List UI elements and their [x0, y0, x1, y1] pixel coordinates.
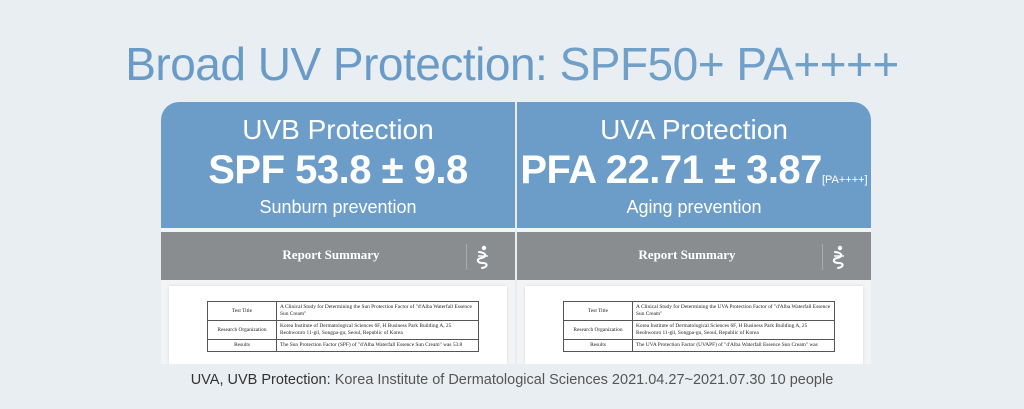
table-row: Test Title A Clinical Study for Determin…	[563, 301, 835, 321]
uvb-row-key: Test Title	[207, 301, 277, 321]
uva-subtitle: Aging prevention	[626, 197, 762, 217]
uva-report-table: Test Title A Clinical Study for Determin…	[563, 301, 835, 352]
institute-logo-icon	[822, 244, 857, 270]
title-main: Broad UV Protection:	[125, 38, 548, 90]
uva-heading: UVA Protection	[600, 114, 788, 145]
table-row: Test Title A Clinical Study for Determin…	[207, 301, 479, 321]
uva-badge: [PA++++]	[821, 174, 868, 186]
institute-logo-icon	[466, 244, 501, 270]
uva-row-key: Results	[563, 339, 633, 352]
uvb-header: UVB Protection SPF 53.8 ± 9.8 Sunburn pr…	[161, 102, 515, 228]
uva-row-value: A Clinical Study for Determining the UVA…	[632, 301, 835, 321]
uvb-panel: UVB Protection SPF 53.8 ± 9.8 Sunburn pr…	[161, 102, 515, 364]
uva-header: UVA Protection PFA 22.71 ± 3.87[PA++++] …	[517, 102, 871, 228]
uvb-row-key: Results	[207, 339, 277, 352]
uva-value: PFA 22.71 ± 3.87[PA++++]	[517, 147, 871, 203]
table-row: Results The UVA Protection Factor (UVAPF…	[563, 339, 835, 352]
panel-divider	[515, 102, 517, 364]
uvb-heading: UVB Protection	[242, 114, 434, 145]
uva-row-value: Korea Institute of Dermatological Scienc…	[632, 320, 835, 340]
table-row: Research Organization Korea Institute of…	[563, 320, 835, 340]
uva-panel: UVA Protection PFA 22.71 ± 3.87[PA++++] …	[517, 102, 871, 364]
uva-row-key: Research Organization	[563, 320, 633, 340]
uvb-value-text: SPF 53.8 ± 9.8	[208, 148, 468, 192]
uva-report-title: Report Summary	[638, 247, 736, 262]
uvb-report-sheet: Test Title A Clinical Study for Determin…	[169, 286, 507, 364]
uvb-report-header-bar: Report Summary	[161, 232, 515, 280]
uva-report-image: Report Summary Test Title A Clinical Stu…	[517, 228, 871, 364]
uva-row-value: The UVA Protection Factor (UVAPF) of "d'…	[632, 339, 835, 352]
uvb-row-key: Research Organization	[207, 320, 277, 340]
table-row: Research Organization Korea Institute of…	[207, 320, 479, 340]
source-footnote: UVA, UVB Protection: Korea Institute of …	[0, 372, 1024, 388]
uvb-report-image: Report Summary Test Title A Clinical Stu…	[161, 228, 515, 364]
uva-report-header-bar: Report Summary	[517, 232, 871, 280]
uvb-subtitle: Sunburn prevention	[259, 197, 417, 217]
footnote-label: UVA, UVB Protection:	[190, 372, 331, 388]
uva-row-key: Test Title	[563, 301, 633, 321]
page-title: Broad UV Protection: SPF50+ PA++++	[0, 36, 1024, 92]
uvb-row-value: Korea Institute of Dermatological Scienc…	[276, 320, 479, 340]
uva-report-sheet: Test Title A Clinical Study for Determin…	[525, 286, 863, 364]
uva-value-text: PFA 22.71 ± 3.87	[520, 148, 822, 192]
footnote-text: Korea Institute of Dermatological Scienc…	[334, 372, 834, 388]
uvb-value: SPF 53.8 ± 9.8	[161, 147, 515, 193]
title-rating: SPF50+ PA++++	[559, 38, 900, 90]
uvb-row-value: The Sun Protection Factor (SPF) of "d'Al…	[276, 339, 479, 352]
protection-card: UVB Protection SPF 53.8 ± 9.8 Sunburn pr…	[161, 102, 871, 364]
uvb-row-value: A Clinical Study for Determining the Sun…	[276, 301, 479, 321]
uvb-report-table: Test Title A Clinical Study for Determin…	[207, 301, 479, 352]
uvb-report-title: Report Summary	[282, 247, 380, 262]
table-row: Results The Sun Protection Factor (SPF) …	[207, 339, 479, 352]
